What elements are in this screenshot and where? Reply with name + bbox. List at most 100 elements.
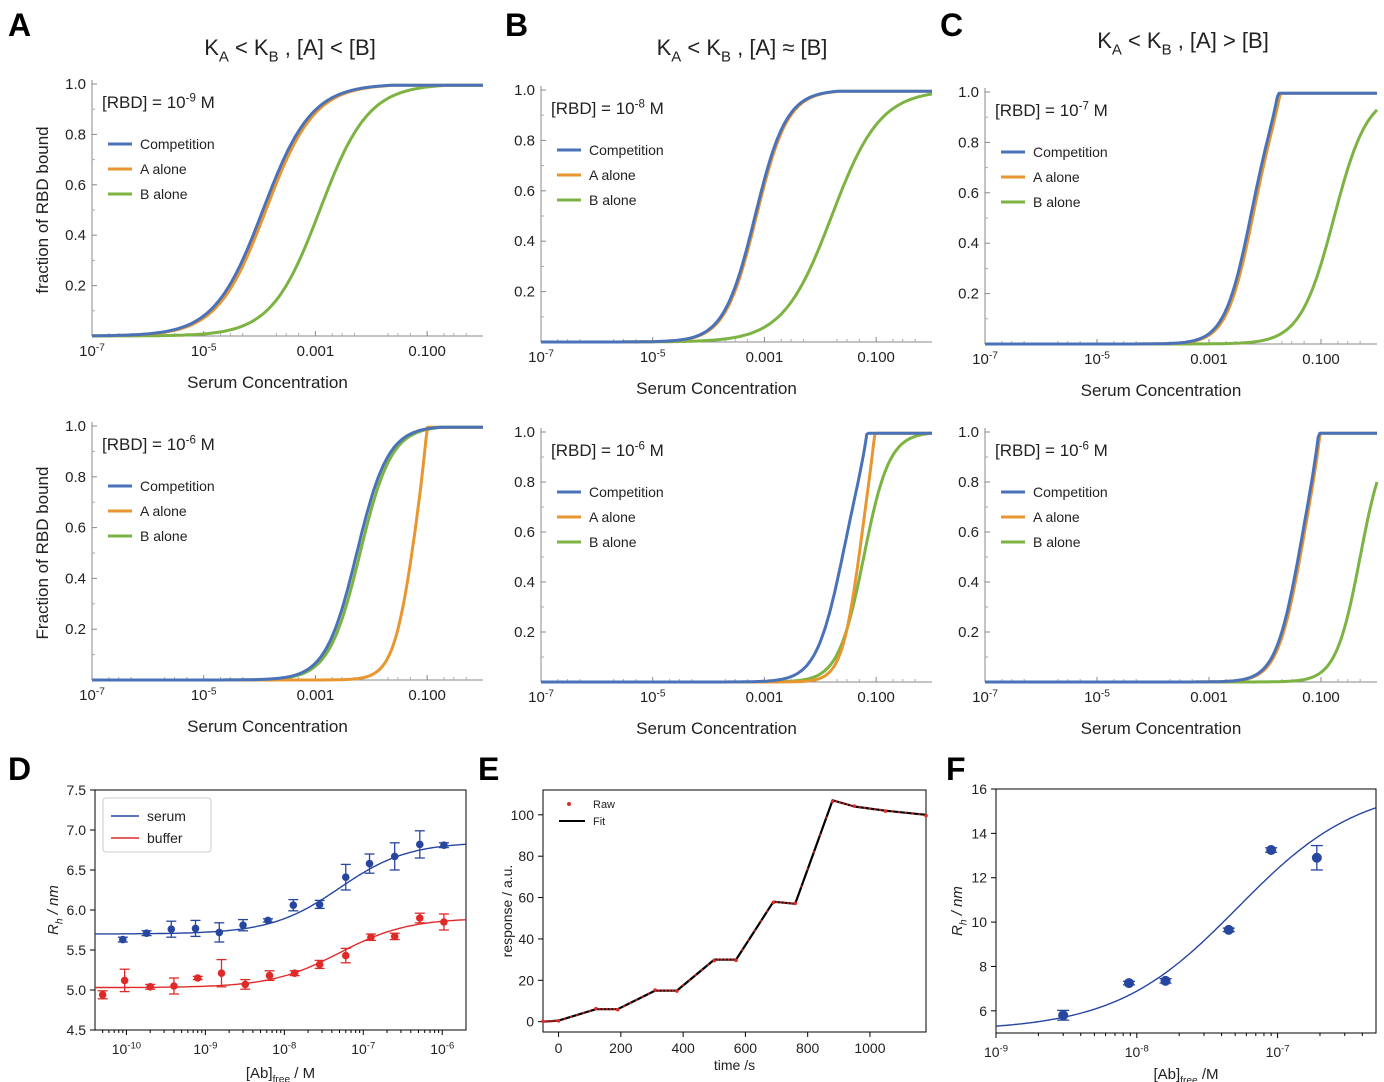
plot-frame	[995, 788, 1377, 1034]
raw-point	[556, 1019, 561, 1023]
data-point-buffer	[290, 969, 299, 977]
raw-point	[734, 958, 738, 963]
y-tick-label: 0.8	[65, 469, 86, 486]
fit-line	[542, 799, 927, 1023]
x-tick-label: 0.001	[1190, 689, 1228, 706]
series-line-a-alone	[92, 425, 483, 682]
raw-point	[806, 868, 809, 871]
data-point-buffer	[120, 976, 129, 985]
y-tick-label: 80	[518, 848, 534, 864]
raw-point	[723, 958, 727, 961]
raw-point	[891, 810, 894, 813]
y-tick-label: 5.0	[67, 982, 87, 998]
x-tick-label: 10-8	[272, 1041, 296, 1057]
raw-point	[541, 1019, 545, 1024]
fit-line-buffer	[95, 919, 467, 989]
x-tick-label: 10-7	[972, 350, 998, 368]
raw-point	[812, 850, 816, 854]
legend-label: buffer	[147, 830, 183, 846]
raw-point	[694, 973, 697, 977]
x-tick-label: 10-7	[1266, 1044, 1290, 1060]
chart-title: KA < KB , [A] < [B]	[204, 35, 376, 66]
data-point-serum	[440, 841, 448, 849]
series-line-competition	[985, 91, 1377, 346]
y-tick-label: 0.2	[958, 624, 979, 641]
raw-point	[835, 800, 838, 803]
x-axis-label: time /s	[714, 1057, 755, 1073]
raw-point	[635, 998, 638, 1002]
x-tick-label: 0.100	[857, 349, 895, 366]
legend-label: A alone	[589, 167, 636, 183]
y-tick-label: 0.6	[514, 524, 535, 541]
y-tick-label: 0.8	[514, 474, 535, 491]
data-point-buffer	[341, 951, 350, 960]
y-tick-label: 0.4	[65, 570, 86, 587]
y-axis-label: Rh / nm	[45, 885, 66, 935]
y-tick-label: 0.2	[958, 286, 979, 303]
raw-point	[741, 948, 744, 952]
y-tick-label: 100	[511, 807, 535, 823]
y-tick-label: 6	[979, 1003, 987, 1019]
x-tick-label: 200	[609, 1040, 633, 1056]
y-tick-label: 5.5	[67, 942, 87, 958]
x-tick-label: 800	[796, 1040, 820, 1056]
data-point-serum	[239, 921, 247, 929]
data-point-serum	[289, 901, 298, 909]
raw-point	[681, 984, 685, 987]
raw-point	[657, 989, 660, 992]
legend-label: Competition	[140, 136, 215, 152]
data-point-serum	[167, 925, 176, 933]
x-tick-label: 10-10	[112, 1041, 141, 1057]
raw-point	[653, 988, 657, 992]
x-axis-label: [Ab]free /M	[1153, 1066, 1218, 1082]
legend-label: B alone	[1033, 194, 1081, 210]
raw-point	[849, 804, 852, 807]
raw-point	[672, 989, 675, 992]
raw-point	[688, 979, 691, 982]
raw-point	[716, 958, 720, 961]
raw-point	[605, 1008, 609, 1011]
data-point-serum	[191, 924, 200, 933]
data-point	[1160, 975, 1171, 986]
raw-point	[838, 801, 842, 804]
x-tick-label: 10-5	[640, 348, 666, 366]
data-point-buffer	[193, 974, 202, 982]
data-point-buffer	[170, 982, 178, 990]
series-line-a-alone	[92, 83, 483, 338]
x-tick-label: 600	[734, 1040, 758, 1056]
raw-point	[818, 833, 822, 837]
x-axis-label: [Ab]free / M	[246, 1065, 315, 1082]
data-point-serum	[215, 928, 224, 937]
raw-point	[554, 1019, 558, 1022]
x-axis-label: Serum Concentration	[1081, 719, 1242, 738]
raw-point	[759, 919, 763, 923]
y-tick-label: 0.8	[514, 132, 535, 149]
legend-label: A alone	[1033, 169, 1080, 185]
x-tick-label: 0.100	[1302, 689, 1340, 706]
legend-label: Competition	[1033, 484, 1108, 500]
raw-point	[569, 1015, 573, 1019]
legend-label: serum	[147, 808, 186, 824]
rbd-annotation: [RBD] = 10-6 M	[995, 441, 1108, 460]
y-tick-label: 0.8	[65, 126, 86, 143]
rbd-annotation: [RBD] = 10-6 M	[102, 435, 215, 454]
data-point-serum	[142, 929, 151, 937]
raw-point	[858, 806, 861, 809]
chart-title: KA < KB , [A] ≈ [B]	[657, 35, 828, 66]
legend-label: A alone	[140, 161, 187, 177]
y-tick-label: 1.0	[514, 82, 535, 99]
rbd-annotation: [RBD] = 10-9 M	[102, 93, 215, 112]
raw-point	[712, 958, 717, 963]
series-line-a-alone	[985, 431, 1377, 684]
chart-c-bottom: 0.2 0.4 0.6 0.8 1.0 10-7 10-5 0.001 0.100 [RBD] =…	[958, 424, 1379, 738]
y-tick-label: 8	[979, 958, 987, 974]
data-point-buffer	[241, 980, 250, 989]
x-tick-label: 10-7	[528, 348, 554, 366]
y-tick-label: 10	[971, 914, 987, 930]
x-tick-label: 10-5	[640, 688, 666, 706]
raw-point	[668, 989, 671, 992]
data-point-serum	[341, 873, 350, 881]
raw-point	[771, 900, 776, 905]
raw-point	[918, 812, 921, 816]
raw-point	[883, 809, 888, 813]
